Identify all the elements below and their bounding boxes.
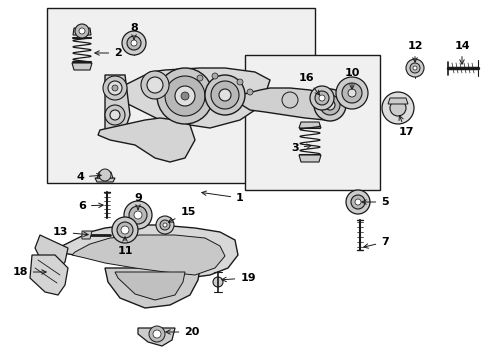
Circle shape <box>127 36 141 50</box>
Polygon shape <box>298 155 320 162</box>
Circle shape <box>314 91 328 105</box>
Text: 11: 11 <box>117 237 132 256</box>
Circle shape <box>121 226 129 234</box>
Circle shape <box>341 83 361 103</box>
Circle shape <box>204 75 244 115</box>
Polygon shape <box>82 231 92 239</box>
Text: 3: 3 <box>290 143 310 153</box>
Circle shape <box>335 77 367 109</box>
Polygon shape <box>105 268 200 308</box>
Polygon shape <box>73 28 91 35</box>
Text: 8: 8 <box>130 23 138 39</box>
Circle shape <box>110 110 120 120</box>
Text: 16: 16 <box>298 73 319 95</box>
Polygon shape <box>387 98 407 104</box>
Polygon shape <box>138 328 175 346</box>
Circle shape <box>219 89 230 101</box>
Circle shape <box>175 86 195 106</box>
Polygon shape <box>115 272 184 300</box>
Circle shape <box>103 76 127 100</box>
Circle shape <box>389 100 405 116</box>
Circle shape <box>163 223 167 227</box>
Text: 1: 1 <box>202 191 244 203</box>
Circle shape <box>412 66 416 70</box>
Text: 18: 18 <box>12 267 46 277</box>
Text: 7: 7 <box>363 237 388 248</box>
Polygon shape <box>115 68 269 128</box>
Circle shape <box>112 217 138 243</box>
Text: 15: 15 <box>168 207 195 222</box>
Circle shape <box>164 76 204 116</box>
Text: 20: 20 <box>165 327 199 337</box>
Circle shape <box>318 95 325 101</box>
Text: 19: 19 <box>222 273 255 283</box>
Circle shape <box>157 68 213 124</box>
Circle shape <box>112 85 118 91</box>
Text: 10: 10 <box>344 68 359 89</box>
Circle shape <box>134 211 142 219</box>
Circle shape <box>156 216 174 234</box>
Polygon shape <box>72 235 224 275</box>
Polygon shape <box>72 63 92 70</box>
Circle shape <box>212 73 218 79</box>
Circle shape <box>79 28 85 34</box>
Circle shape <box>213 277 223 287</box>
Circle shape <box>354 199 360 205</box>
Text: 2: 2 <box>95 48 122 58</box>
Circle shape <box>160 220 170 230</box>
Circle shape <box>99 169 111 181</box>
Circle shape <box>105 105 125 125</box>
Circle shape <box>325 100 334 110</box>
Circle shape <box>131 40 137 46</box>
Circle shape <box>409 63 419 73</box>
Circle shape <box>350 195 364 209</box>
Circle shape <box>237 79 243 85</box>
Circle shape <box>75 24 89 38</box>
Polygon shape <box>97 172 113 178</box>
FancyBboxPatch shape <box>47 8 314 183</box>
Text: 12: 12 <box>407 41 422 62</box>
Text: 9: 9 <box>134 193 142 209</box>
Circle shape <box>124 201 152 229</box>
Polygon shape <box>105 75 130 130</box>
Text: 13: 13 <box>52 227 88 237</box>
Text: 6: 6 <box>78 201 103 211</box>
Circle shape <box>381 92 413 124</box>
Circle shape <box>108 81 122 95</box>
Circle shape <box>246 89 252 95</box>
Text: 17: 17 <box>397 116 413 137</box>
Circle shape <box>405 59 423 77</box>
Polygon shape <box>95 178 115 182</box>
Circle shape <box>153 330 161 338</box>
Polygon shape <box>30 255 68 295</box>
Circle shape <box>282 92 297 108</box>
Circle shape <box>197 75 203 81</box>
Polygon shape <box>98 118 195 162</box>
Polygon shape <box>55 225 238 278</box>
Text: 14: 14 <box>453 41 469 64</box>
Circle shape <box>347 89 355 97</box>
Polygon shape <box>298 122 320 128</box>
FancyBboxPatch shape <box>244 55 379 190</box>
Circle shape <box>141 71 169 99</box>
Circle shape <box>309 86 333 110</box>
Circle shape <box>346 190 369 214</box>
Polygon shape <box>35 235 68 270</box>
Circle shape <box>122 31 146 55</box>
Circle shape <box>319 95 339 115</box>
Circle shape <box>313 89 346 121</box>
Circle shape <box>210 81 239 109</box>
Circle shape <box>129 206 147 224</box>
Text: 4: 4 <box>76 172 101 182</box>
Circle shape <box>149 326 164 342</box>
Circle shape <box>181 92 189 100</box>
Circle shape <box>147 77 163 93</box>
Polygon shape <box>240 88 345 120</box>
Circle shape <box>117 222 133 238</box>
Text: 5: 5 <box>361 197 388 207</box>
